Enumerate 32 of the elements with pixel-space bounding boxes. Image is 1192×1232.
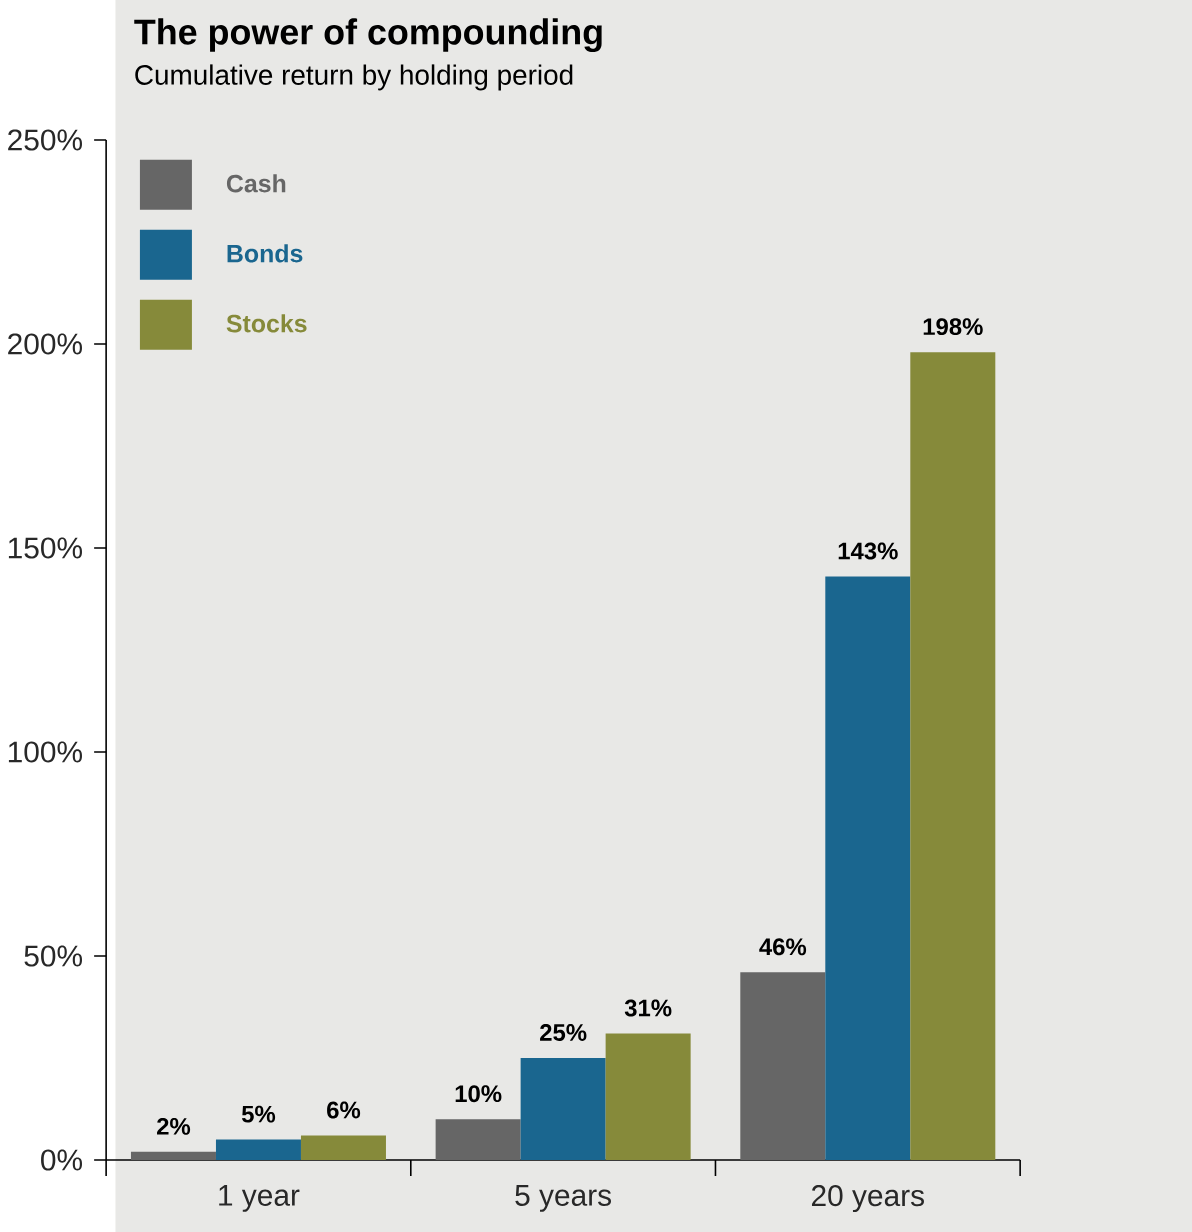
data-label: 143% bbox=[838, 542, 898, 560]
bar bbox=[300, 1135, 386, 1160]
x-tick-label: 20 years bbox=[811, 1185, 924, 1213]
bar bbox=[435, 1119, 521, 1160]
bar bbox=[215, 1139, 301, 1160]
bar bbox=[825, 576, 911, 1160]
data-label: 10% bbox=[455, 1085, 502, 1103]
bar bbox=[605, 1033, 691, 1160]
data-label: 46% bbox=[759, 938, 806, 956]
bar bbox=[130, 1151, 216, 1160]
x-tick-label: 5 years bbox=[515, 1185, 611, 1212]
bar bbox=[740, 972, 826, 1160]
legend-label: Bonds bbox=[227, 244, 303, 263]
bar bbox=[910, 352, 996, 1160]
data-label: 6% bbox=[326, 1101, 360, 1119]
y-tick-label: 250% bbox=[7, 129, 82, 151]
data-label: 2% bbox=[156, 1117, 190, 1135]
y-tick-label: 100% bbox=[8, 741, 82, 763]
chart-subtitle: Cumulative return by holding period bbox=[135, 64, 573, 91]
data-label: 25% bbox=[539, 1024, 587, 1041]
x-tick-label: 1 year bbox=[218, 1185, 300, 1212]
y-tick-label: 50% bbox=[24, 945, 82, 967]
data-label: 198% bbox=[923, 318, 983, 336]
y-tick-label: 0% bbox=[40, 1149, 82, 1171]
data-label: 31% bbox=[624, 999, 672, 1017]
chart-title: The power of compounding bbox=[134, 18, 602, 52]
legend-label: Cash bbox=[226, 174, 286, 193]
bar bbox=[520, 1057, 606, 1160]
legend-label: Stocks bbox=[226, 314, 307, 333]
y-tick-label: 200% bbox=[7, 333, 82, 355]
y-tick-label: 150% bbox=[8, 537, 82, 559]
data-label: 5% bbox=[241, 1105, 275, 1123]
